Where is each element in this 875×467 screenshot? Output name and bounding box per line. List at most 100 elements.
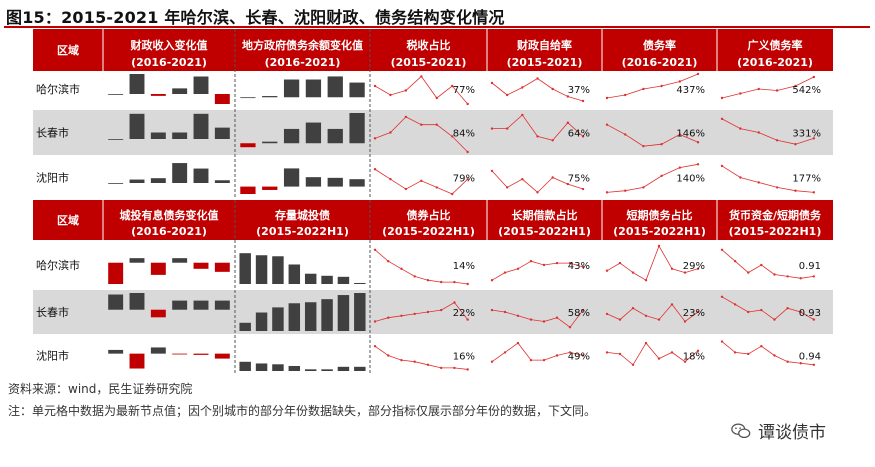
column-period: (2015-2022H1): [613, 225, 706, 238]
trend-point: [505, 127, 509, 130]
trend-point: [490, 308, 494, 312]
trend-line: [606, 303, 699, 323]
city-label: 长春市: [36, 126, 69, 140]
bar: [349, 179, 365, 187]
column-title: 地方政府债务余额变化值: [242, 38, 363, 52]
bar: [108, 349, 124, 354]
trend-point: [631, 271, 635, 274]
trend-point: [536, 77, 539, 80]
trend-point: [453, 280, 456, 284]
value-label: 79%: [453, 174, 475, 185]
column-title: 债务率: [643, 38, 676, 52]
value-label: 0.93: [799, 308, 821, 319]
trend-line: [721, 249, 814, 279]
trend-point: [812, 137, 816, 140]
bar: [150, 132, 166, 139]
trend-point: [775, 139, 779, 142]
trend-point: [696, 72, 700, 76]
trend-point: [568, 351, 572, 354]
trend-point: [757, 87, 760, 91]
city-label: 哈尔滨市: [36, 82, 80, 96]
trend-point: [413, 360, 416, 363]
bar: [305, 79, 322, 98]
trend-point: [451, 84, 454, 88]
column-title: 短期债务占比: [627, 208, 693, 222]
bar: [193, 353, 209, 355]
column-period: (2015-2021): [507, 56, 583, 69]
trend-point: [799, 310, 802, 314]
trend-point: [503, 310, 507, 314]
trend-point: [739, 127, 742, 130]
trend-point: [387, 316, 390, 319]
column-title: 长期借款占比: [512, 208, 578, 222]
trend-point: [631, 307, 635, 310]
trend-point: [683, 360, 687, 363]
bar: [150, 262, 166, 275]
trend-line: [374, 249, 468, 285]
bar: [193, 168, 209, 183]
bar: [193, 76, 209, 94]
bar: [321, 369, 333, 371]
trend-point: [812, 75, 816, 79]
trend-point: [739, 92, 742, 95]
trend-point: [521, 113, 524, 117]
bar: [321, 299, 333, 331]
trend-point: [505, 93, 509, 97]
value-label: 18%: [683, 352, 705, 363]
region-header: 区域: [57, 43, 79, 57]
bar: [239, 361, 251, 371]
trend-point: [505, 186, 509, 189]
trend-point: [678, 80, 682, 83]
value-label: 16%: [453, 352, 475, 363]
value-label: 77%: [453, 85, 475, 96]
trend-line: [606, 124, 699, 147]
value-label: 437%: [676, 85, 705, 96]
column-period: (2015-2022H1): [729, 225, 822, 238]
trend-point: [775, 186, 779, 189]
trend-point: [439, 308, 443, 312]
trend-point: [490, 81, 494, 85]
value-label: 331%: [792, 129, 821, 140]
chart-table: 区域 财政收入变化值 (2016-2021) 地方政府债务余额变化值 (2016-202…: [33, 29, 833, 374]
bar: [193, 113, 209, 139]
bar: [272, 256, 284, 284]
value-label: 542%: [792, 85, 821, 96]
bar: [283, 128, 300, 144]
trend-point: [670, 303, 674, 306]
trend-point: [503, 271, 507, 274]
trend-point: [404, 115, 408, 119]
header-band: [33, 200, 833, 240]
bar: [288, 264, 301, 284]
value-label: 14%: [453, 261, 475, 272]
trend-point: [387, 260, 390, 263]
trend-point: [503, 351, 507, 354]
trend-point: [400, 314, 403, 317]
bar: [150, 94, 166, 96]
trend-point: [733, 303, 737, 306]
bar: [349, 82, 365, 98]
bar: [327, 76, 343, 98]
column-title: 货币资金/短期债务: [728, 208, 822, 222]
value-label: 29%: [683, 261, 705, 272]
bar: [240, 186, 256, 194]
trend-point: [794, 143, 797, 146]
bar: [108, 183, 124, 184]
trend-point: [373, 248, 377, 251]
bar: [239, 322, 251, 331]
bar: [305, 122, 322, 144]
column-period: (2015-2022H1): [256, 225, 349, 238]
trend-point: [373, 168, 377, 171]
city-label: 沈阳市: [36, 349, 69, 363]
source-text: 资料来源：wind，民生证券研究院: [8, 382, 193, 396]
bar: [108, 262, 124, 284]
trend-point: [516, 267, 520, 270]
value-label: 0.94: [799, 352, 821, 363]
trend-point: [581, 354, 585, 357]
trend-point: [373, 320, 377, 323]
trend-point: [413, 312, 416, 316]
bar: [150, 309, 166, 318]
trend-point: [786, 275, 789, 278]
trend-point: [453, 301, 456, 304]
trend-point: [516, 314, 520, 317]
bar: [354, 282, 366, 284]
